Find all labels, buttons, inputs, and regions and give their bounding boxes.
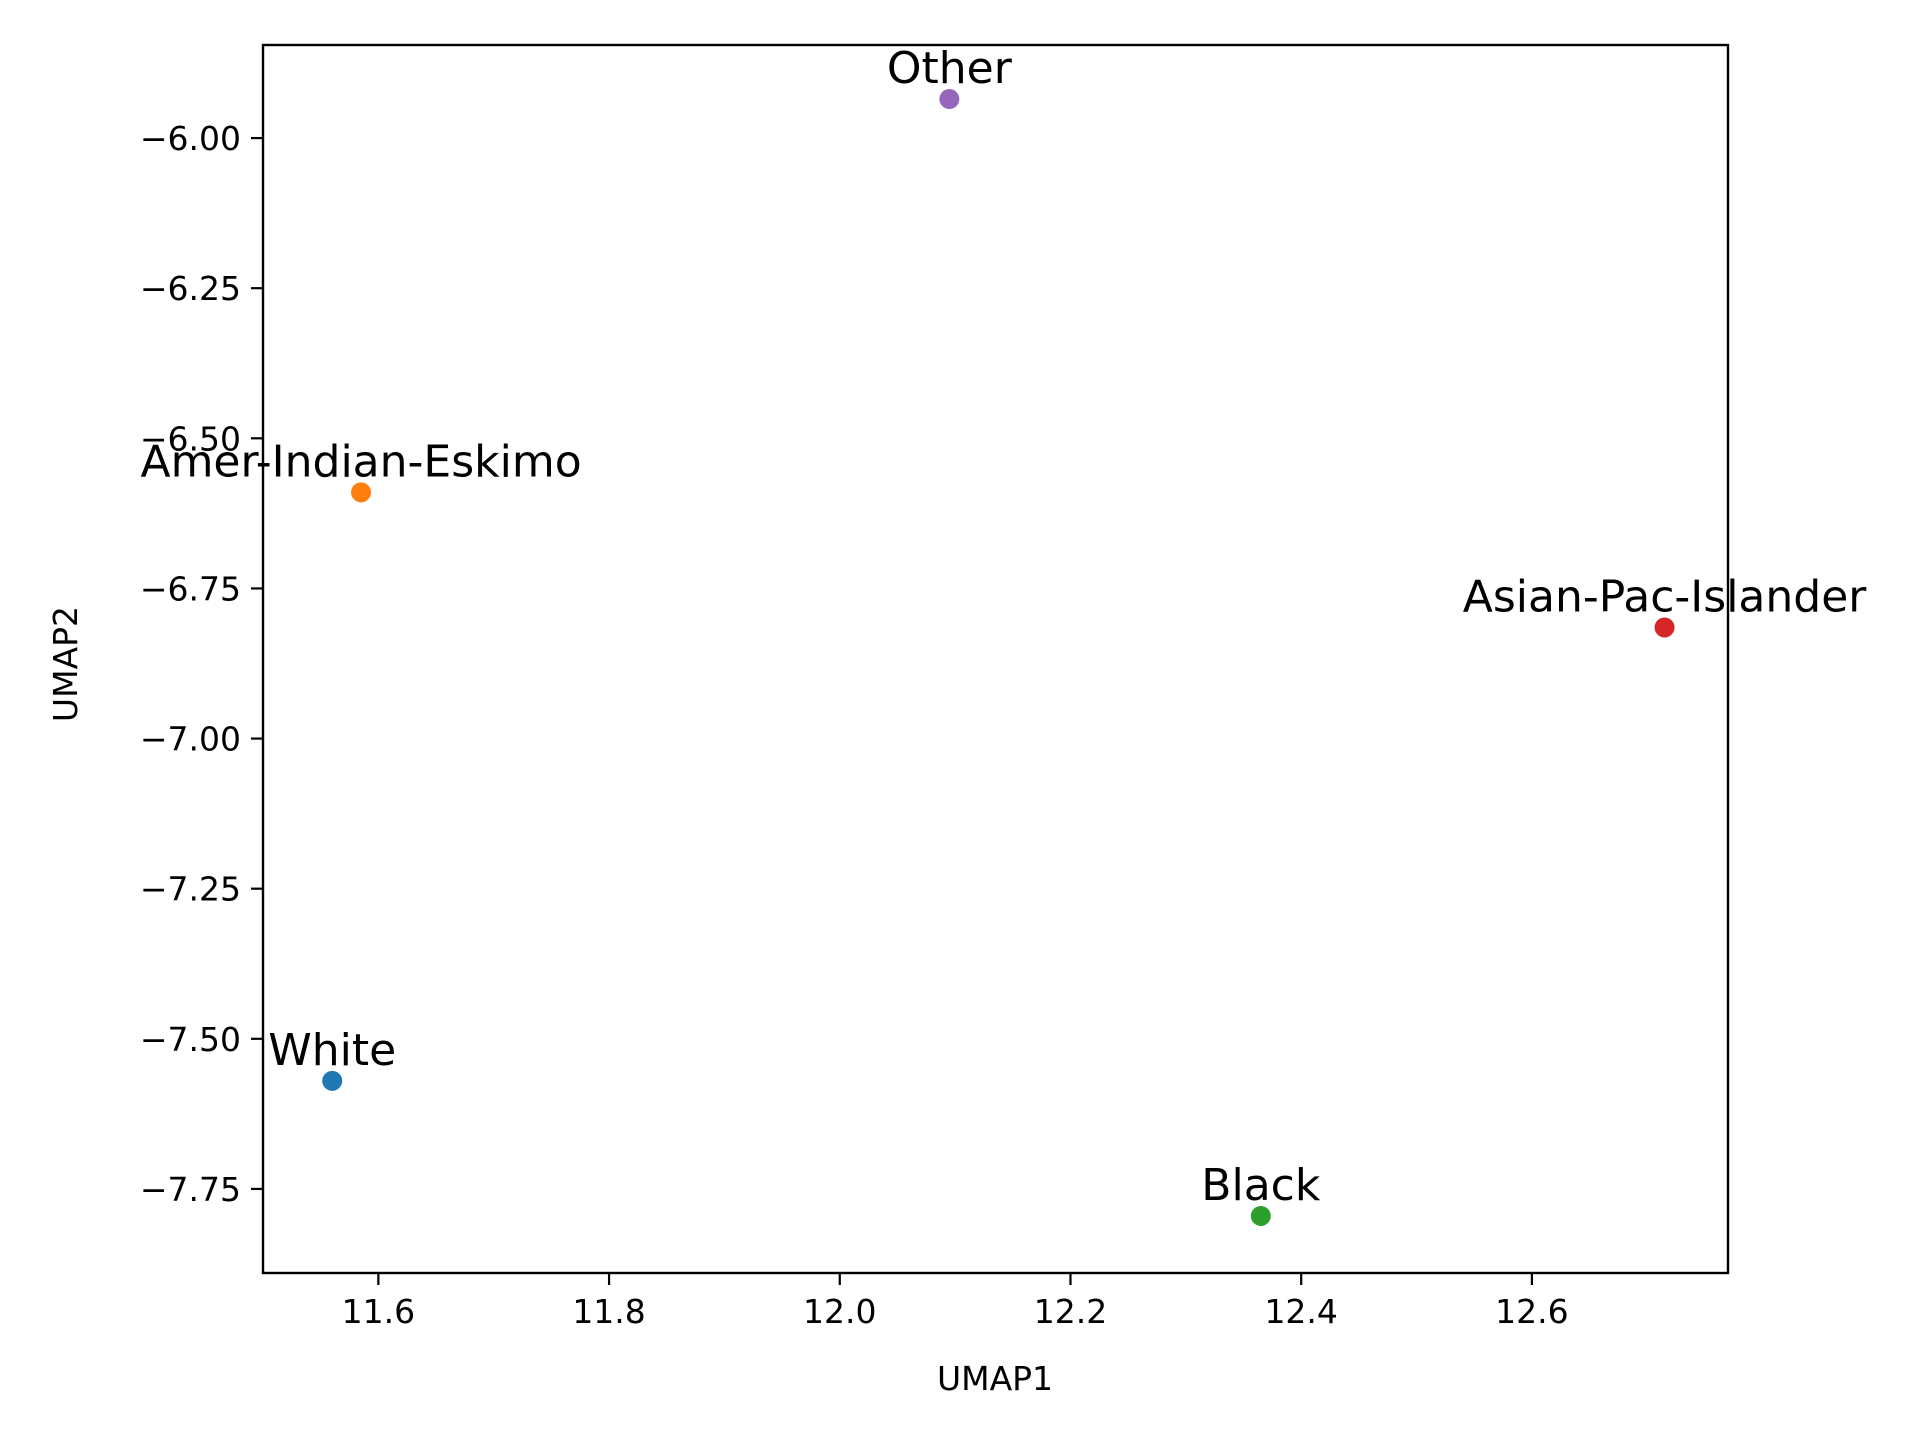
point-labels-layer: White Amer-Indian-Eskimo Black Asian-Pac-Is…: [140, 43, 1867, 1211]
y-tick-label: −7.50: [140, 1020, 241, 1059]
y-tick-label: −6.00: [140, 119, 241, 158]
y-tick-label: −6.50: [140, 419, 241, 458]
data-point: [351, 482, 372, 503]
y-tick-label: −7.00: [140, 720, 241, 759]
x-tick-label: 12.6: [1495, 1292, 1568, 1331]
x-tick-label: 11.6: [342, 1292, 415, 1331]
data-point: [1654, 617, 1675, 638]
y-axis: −6.00 −6.25 −6.50 −6.75 −7.00 −7.25 −7.50 −7.75: [140, 119, 263, 1209]
y-tick-label: −7.75: [140, 1170, 241, 1209]
plot-area: [263, 45, 1728, 1273]
y-axis-label: UMAP2: [46, 606, 85, 722]
x-tick-label: 12.4: [1264, 1292, 1337, 1331]
y-tick-label: −6.75: [140, 569, 241, 608]
data-point-label: White: [268, 1025, 396, 1076]
y-tick-label: −6.25: [140, 269, 241, 308]
data-point: [1250, 1205, 1271, 1226]
data-point-label: Other: [887, 43, 1013, 94]
x-tick-label: 11.8: [572, 1292, 645, 1331]
y-tick-label: −7.25: [140, 870, 241, 909]
x-tick-label: 12.0: [803, 1292, 876, 1331]
data-point-label: Amer-Indian-Eskimo: [140, 436, 581, 487]
plot-frame: [261, 43, 1730, 1275]
data-point-label: Asian-Pac-Islander: [1463, 571, 1868, 622]
x-axis-label: UMAP1: [937, 1359, 1053, 1398]
data-point-label: Black: [1201, 1160, 1321, 1211]
x-axis: 11.6 11.8 12.0 12.2 12.4 12.6: [342, 1273, 1569, 1331]
data-point: [939, 89, 960, 110]
x-tick-label: 12.2: [1034, 1292, 1107, 1331]
points-layer: [322, 89, 1675, 1226]
data-point: [322, 1070, 343, 1091]
